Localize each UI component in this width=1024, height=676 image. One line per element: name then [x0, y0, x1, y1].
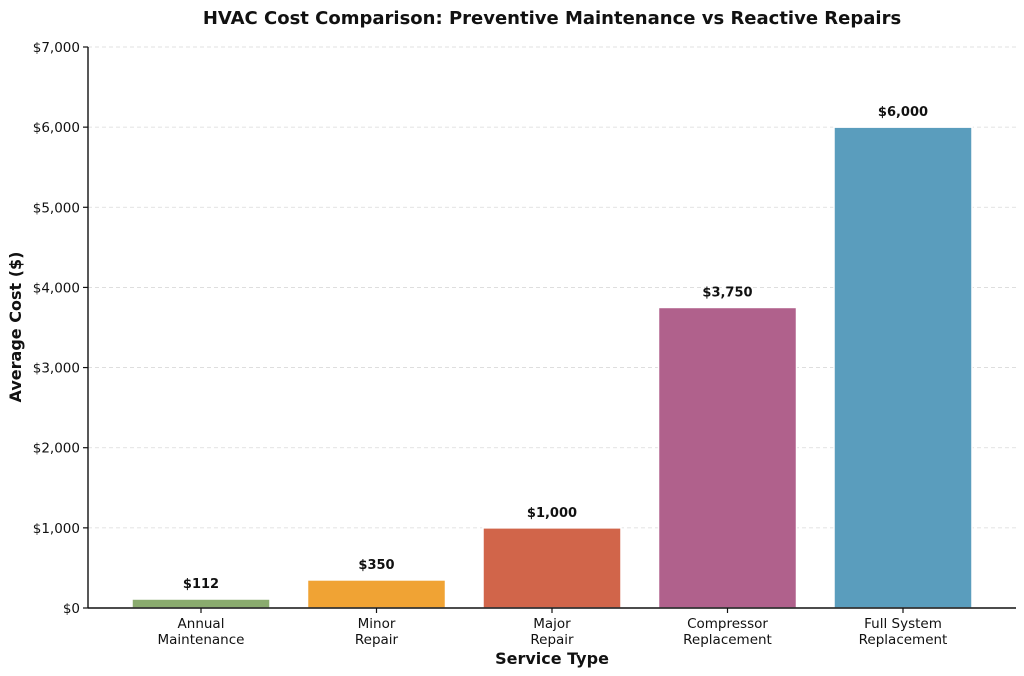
x-tick-label: Annual [178, 616, 225, 632]
y-axis-label: Average Cost ($) [6, 252, 25, 403]
bar [482, 527, 622, 609]
bar [657, 306, 798, 609]
y-axis-ticks: $0 $1,000 $2,000 $3,000 $4,000 $5,000 $6,000 $7… [33, 40, 88, 617]
x-tick-label: Maintenance [158, 632, 245, 648]
grid-lines [88, 46, 1016, 529]
chart-title: HVAC Cost Comparison: Preventive Mainten… [203, 8, 901, 29]
x-tick-label: Compressor [687, 616, 768, 632]
bars [131, 126, 973, 609]
y-tick-label: $2,000 [33, 441, 80, 457]
bar-value-label: $350 [358, 558, 394, 573]
x-axis-ticks: AnnualMaintenanceMinorRepairMajorRepairC… [158, 608, 948, 648]
bar-value-label: $3,750 [702, 285, 752, 300]
x-tick-label: Repair [530, 632, 574, 648]
y-tick-label: $0 [63, 601, 80, 617]
bar [833, 126, 973, 609]
x-tick-label: Major [533, 616, 571, 632]
y-tick-label: $4,000 [33, 280, 80, 296]
bar-value-labels: $112 $350 $1,000 $3,750 $6,000 [183, 105, 928, 592]
x-axis-label: Service Type [495, 649, 609, 668]
y-tick-label: $7,000 [33, 40, 80, 56]
bar-value-label: $6,000 [878, 105, 928, 120]
x-tick-label: Minor [358, 616, 396, 632]
x-tick-label: Replacement [859, 632, 948, 648]
x-tick-label: Replacement [683, 632, 772, 648]
y-tick-label: $5,000 [33, 200, 80, 216]
y-tick-label: $3,000 [33, 361, 80, 377]
bar-value-label: $1,000 [527, 506, 577, 521]
y-tick-label: $1,000 [33, 521, 80, 537]
y-tick-label: $6,000 [33, 120, 80, 136]
bar [306, 579, 447, 609]
bar-value-label: $112 [183, 577, 219, 592]
bar [131, 598, 271, 609]
x-tick-label: Repair [355, 632, 399, 648]
x-tick-label: Full System [864, 616, 942, 632]
